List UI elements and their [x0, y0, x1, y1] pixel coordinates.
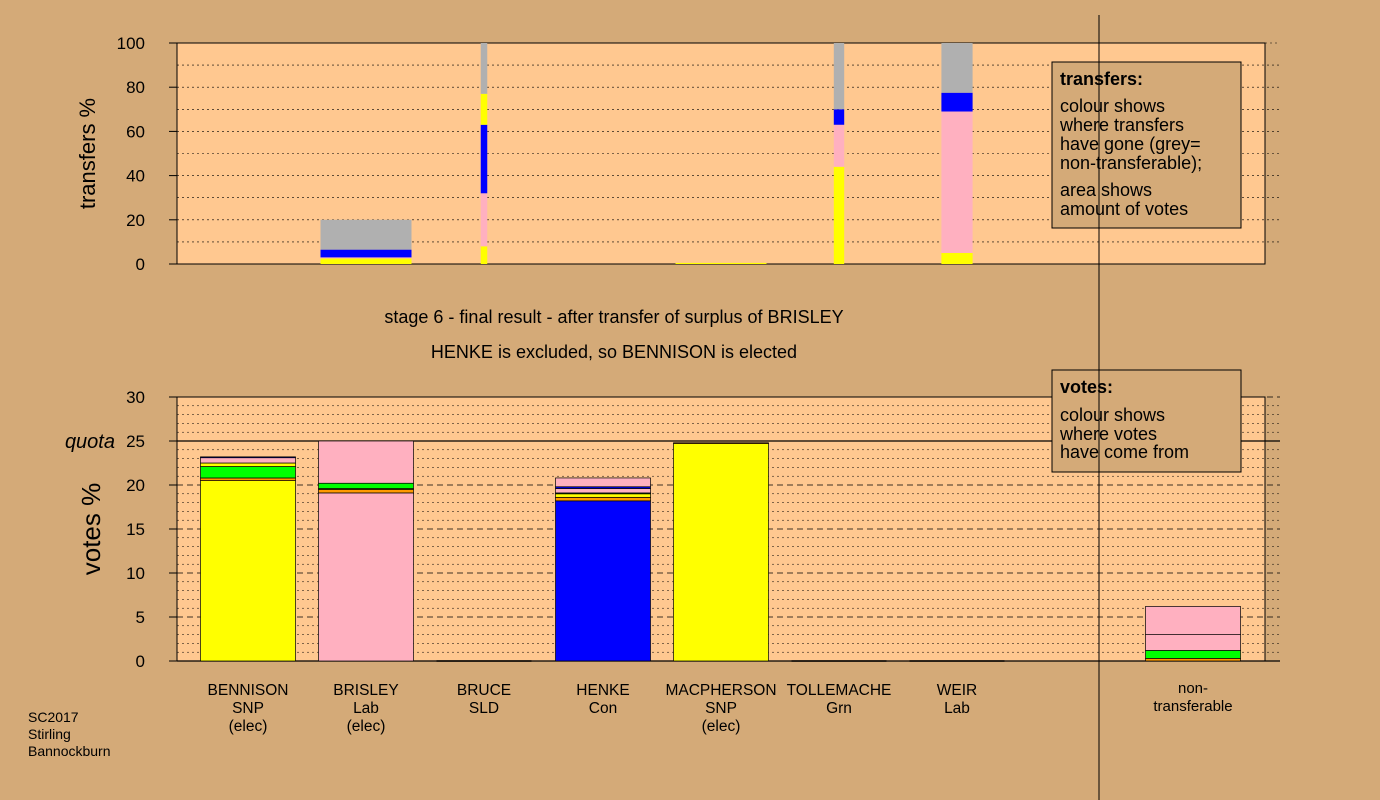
- votes-legend-line: have come from: [1060, 442, 1189, 462]
- transfers-tick-label: 60: [126, 122, 145, 141]
- votes-tick-label: 15: [126, 520, 145, 539]
- transfer-segment: [941, 111, 973, 253]
- category-label: HENKE: [576, 682, 629, 699]
- vote-segment: [200, 456, 296, 459]
- transfers-tick-label: 40: [126, 167, 145, 186]
- votes-tick-label: 5: [136, 608, 145, 627]
- vote-segment: [1145, 606, 1241, 635]
- transfer-segment: [320, 219, 412, 250]
- transfers-legend-line: colour shows: [1060, 96, 1165, 116]
- transfer-segment: [480, 43, 488, 94]
- vote-segment: [555, 500, 651, 662]
- transfer-segment: [833, 124, 845, 167]
- vote-segment: [318, 482, 414, 489]
- votes-tick-label: 0: [136, 652, 145, 671]
- transfer-segment: [480, 193, 488, 247]
- transfer-segment: [480, 93, 488, 125]
- transfer-segment: [320, 257, 412, 259]
- votes-legend-line: where votes: [1059, 424, 1157, 444]
- vote-segment: [555, 488, 651, 494]
- category-label: (elec): [347, 718, 386, 735]
- transfer-segment: [480, 246, 488, 264]
- vote-segment: [200, 477, 296, 481]
- transfer-segment: [941, 252, 973, 264]
- category-label: transferable: [1153, 698, 1232, 715]
- votes-tick-label: 20: [126, 476, 145, 495]
- category-label: Lab: [353, 700, 379, 717]
- votes-legend-box: [1051, 369, 1242, 473]
- vote-segment: [673, 443, 769, 662]
- category-label: WEIR: [937, 682, 977, 699]
- quota-label: quota: [65, 431, 115, 453]
- transfers-legend-line: area shows: [1060, 180, 1152, 200]
- vote-segment: [200, 457, 296, 464]
- transfer-segment: [320, 258, 412, 264]
- transfers-tick-label: 100: [117, 34, 145, 53]
- transfer-segment: [320, 249, 412, 258]
- vote-segment: [318, 489, 414, 494]
- vote-segment: [555, 496, 651, 502]
- transfers-legend-line: non-transferable);: [1060, 153, 1202, 173]
- transfers-tick-label: 80: [126, 78, 145, 97]
- category-label: BRUCE: [457, 682, 511, 699]
- vote-segment: [318, 440, 414, 484]
- transfer-segment: [833, 166, 845, 264]
- votes-tick-label: 25: [126, 432, 145, 451]
- footer-line-2: Stirling: [28, 726, 71, 742]
- category-label: Con: [589, 700, 617, 717]
- transfers-tick-label: 0: [136, 255, 145, 274]
- transfers-tick-label: 20: [126, 211, 145, 230]
- transfers-legend-title: transfers:: [1060, 69, 1143, 89]
- votes-tick-label: 30: [126, 388, 145, 407]
- category-label: non-: [1178, 680, 1208, 697]
- vote-segment: [200, 462, 296, 467]
- vote-segment: [1145, 658, 1241, 662]
- footer-line-3: Bannockburn: [28, 743, 111, 759]
- votes-legend-line: colour shows: [1060, 405, 1165, 425]
- transfers-legend-line: amount of votes: [1060, 199, 1188, 219]
- votes-legend-title: votes:: [1060, 377, 1113, 397]
- vote-segment: [673, 442, 769, 444]
- vote-segment: [200, 480, 296, 662]
- vote-segment: [318, 492, 414, 662]
- footer-line-1: SC2017: [28, 709, 79, 725]
- transfers-y-axis-label: transfers %: [75, 98, 100, 209]
- votes-tick-label: 10: [126, 564, 145, 583]
- vote-segment: [1145, 634, 1241, 651]
- transfers-legend-box: [1051, 61, 1242, 229]
- category-label: Grn: [826, 700, 852, 717]
- vote-segment: [200, 466, 296, 479]
- category-label: SNP: [232, 700, 264, 717]
- category-label: SLD: [469, 700, 499, 717]
- transfer-segment: [833, 109, 845, 125]
- votes-y-axis-label: votes %: [76, 483, 106, 576]
- category-label: Lab: [944, 700, 970, 717]
- vote-segment: [1145, 650, 1241, 659]
- category-label: BRISLEY: [333, 682, 398, 699]
- stage-subtitle: HENKE is excluded, so BENNISON is electe…: [431, 342, 797, 362]
- transfer-segment: [833, 43, 845, 110]
- transfer-segment: [675, 262, 767, 264]
- transfer-segment: [941, 43, 973, 93]
- category-label: BENNISON: [208, 682, 289, 699]
- stage-title: stage 6 - final result - after transfer …: [384, 307, 843, 327]
- category-label: TOLLEMACHE: [787, 682, 892, 699]
- category-label: SNP: [705, 700, 737, 717]
- transfers-legend-line: have gone (grey=: [1060, 134, 1201, 154]
- vote-segment: [555, 493, 651, 498]
- transfers-legend-line: where transfers: [1059, 115, 1184, 135]
- category-label: (elec): [702, 718, 741, 735]
- vote-segment: [555, 477, 651, 488]
- transfer-segment: [480, 124, 488, 194]
- transfers-panel: 0 20 40 60 80 100 transfers % transfers: colour …: [75, 34, 1280, 274]
- category-label: MACPHERSON: [665, 682, 776, 699]
- transfer-segment: [941, 92, 973, 112]
- category-label: (elec): [229, 718, 268, 735]
